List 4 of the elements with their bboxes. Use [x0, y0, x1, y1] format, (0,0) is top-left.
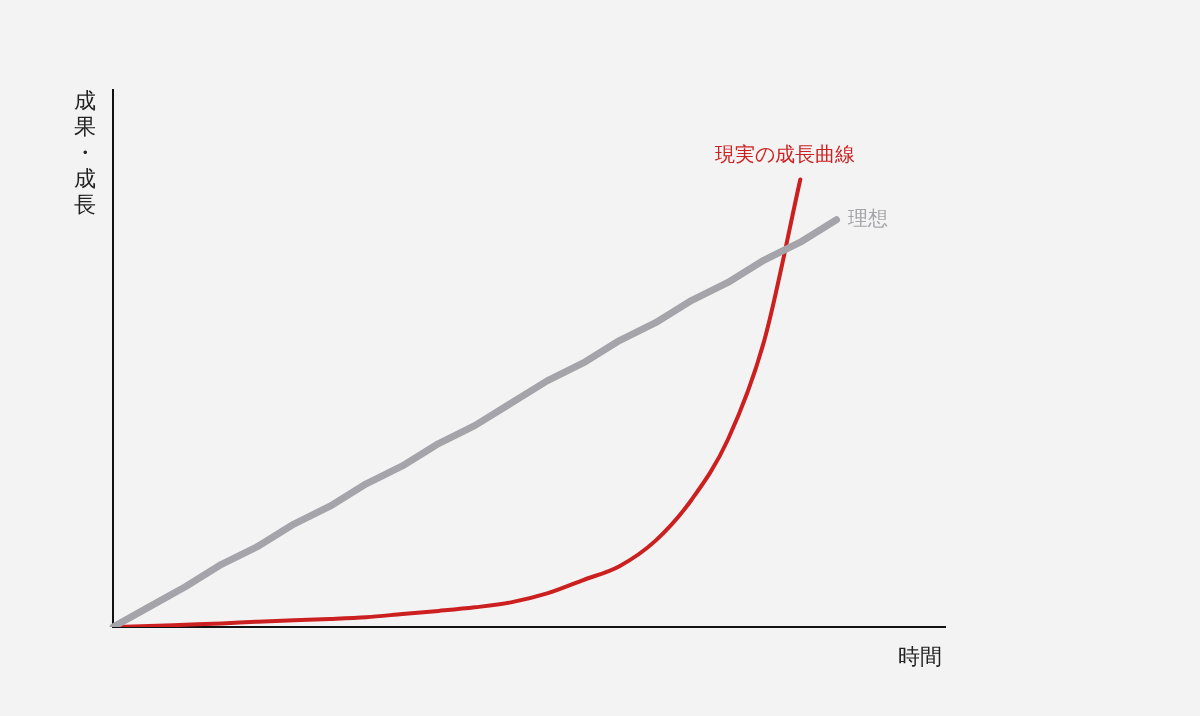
x-axis-title: 時間: [898, 643, 942, 671]
series-label: 現実の成長曲線: [715, 141, 856, 166]
y-axis-title: 成果・成長: [73, 88, 97, 218]
series-label: 理想: [848, 205, 889, 230]
